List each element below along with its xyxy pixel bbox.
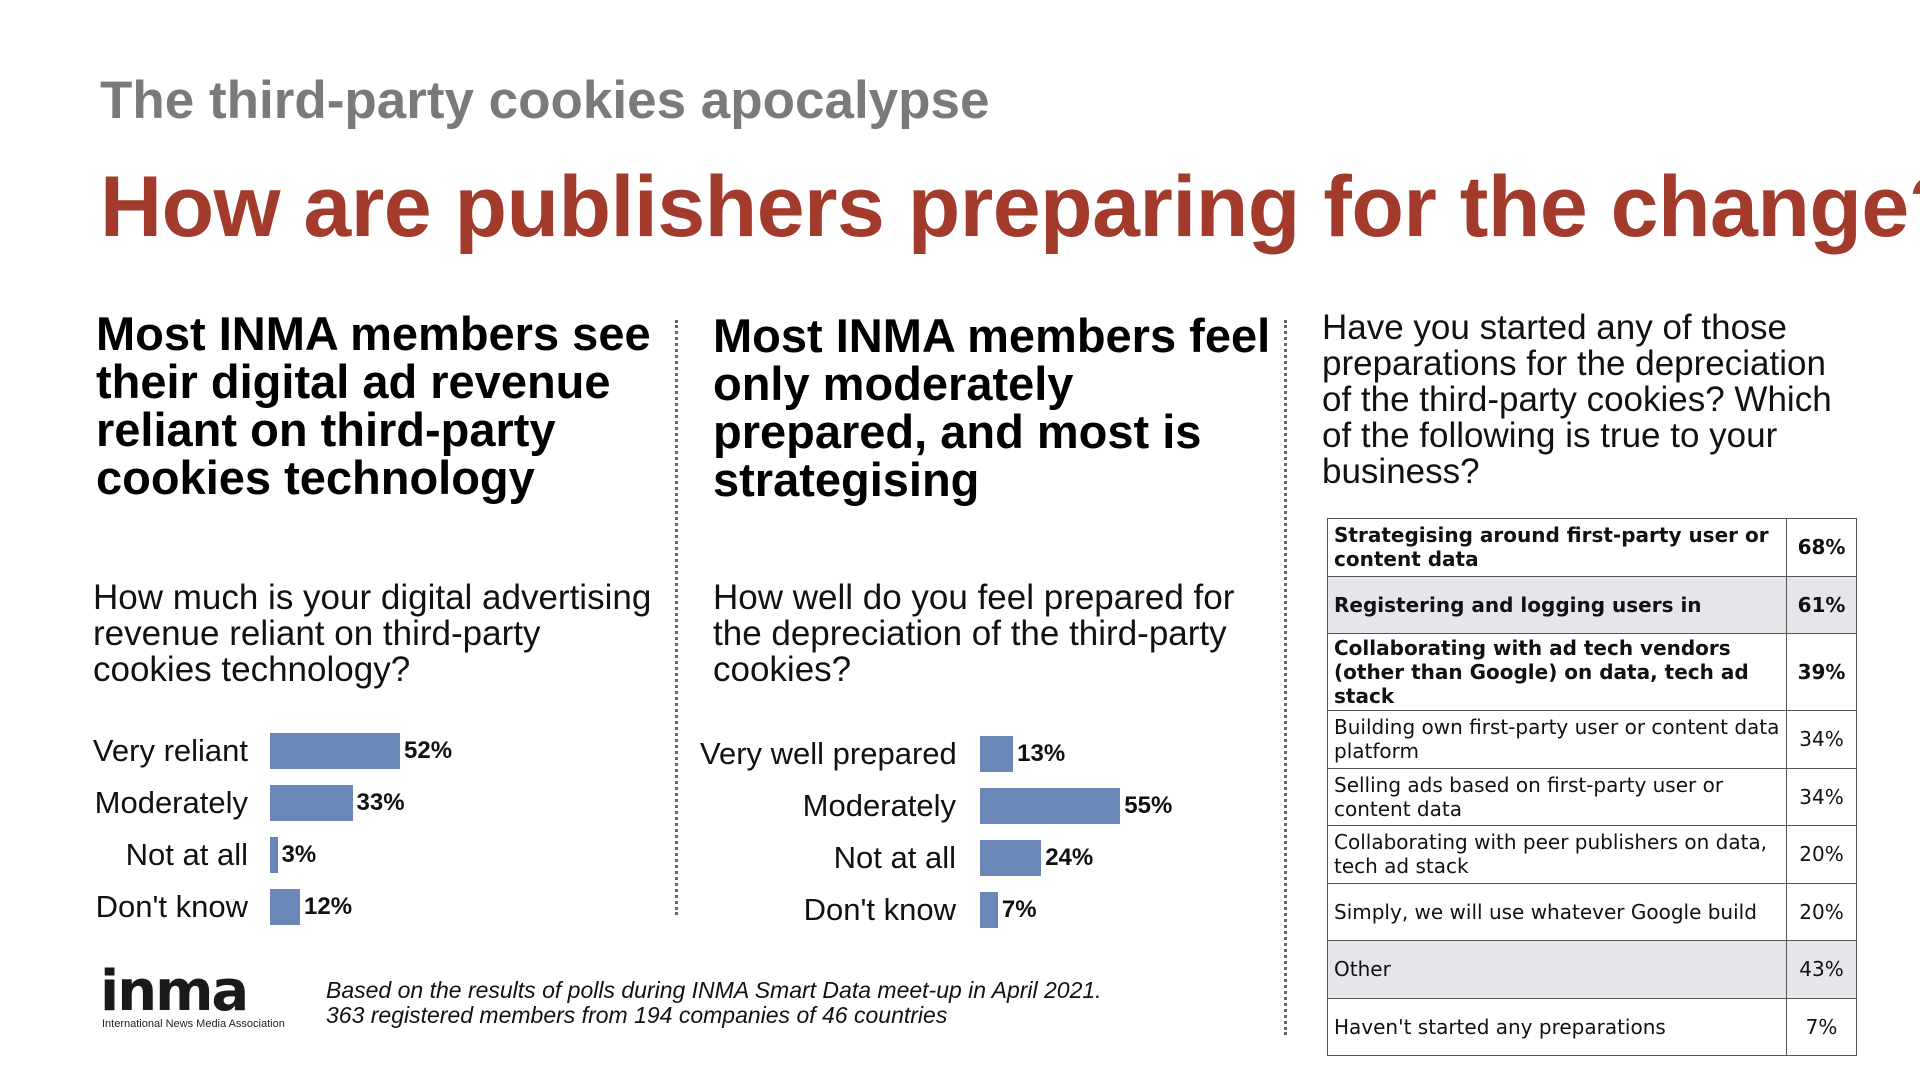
bar-category-label: Moderately — [802, 788, 956, 823]
column3-question: Have you started any of those preparatio… — [1322, 308, 1832, 491]
table-row: Selling ads based on first-party user or… — [1326, 767, 1857, 826]
column1-title: Most INMA members see their digital ad r… — [96, 307, 651, 504]
bar — [270, 733, 400, 769]
bar — [270, 889, 300, 925]
table-row: Registering and logging users in 61% — [1326, 575, 1857, 634]
bar-value-label: 24% — [1045, 844, 1094, 871]
column1-question: How much is your digital advertising rev… — [93, 578, 652, 689]
footnote-line-1: Based on the results of polls during INM… — [326, 977, 1102, 1003]
bar — [980, 892, 998, 928]
table-row: Haven't started any preparations 7% — [1326, 997, 1857, 1056]
bar — [980, 788, 1121, 824]
bar-row: Moderately 55% — [700, 780, 1220, 832]
percent-cell: 7% — [1786, 997, 1857, 1056]
percent-cell: 61% — [1786, 575, 1857, 634]
table-row: Collaborating with peer publishers on da… — [1326, 825, 1857, 884]
reliance-bar-chart: Very reliant 52% Moderately 33% Not at all 3%… — [80, 725, 500, 925]
bar-row: Not at all 24% — [700, 832, 1220, 884]
bar-category-label: Very well prepared — [700, 736, 957, 771]
percent-cell: 20% — [1786, 882, 1857, 941]
logo-wordmark: inma — [100, 959, 249, 1024]
bar — [270, 785, 353, 821]
percent-cell: 68% — [1786, 518, 1857, 577]
preparations-table: Strategising around first-party user or … — [1326, 518, 1857, 1056]
option-cell: Registering and logging users in — [1326, 575, 1788, 634]
footnote-line-2: 363 registered members from 194 companie… — [326, 1002, 948, 1028]
bar-value-label: 52% — [404, 737, 453, 764]
option-cell: Strategising around first-party user or … — [1326, 518, 1788, 577]
percent-cell: 43% — [1786, 940, 1857, 999]
table-row: Other 43% — [1326, 940, 1857, 999]
bar-category-label: Don't know — [95, 889, 248, 924]
bar-row: Don't know 7% — [700, 884, 1220, 936]
footnote: Based on the results of polls during INM… — [326, 978, 1102, 1028]
bar-value-label: 13% — [1017, 740, 1066, 767]
bar-row: Very well prepared 13% — [700, 728, 1220, 780]
bar-row: Very reliant 52% — [80, 725, 500, 777]
option-cell: Building own first-party user or content… — [1326, 710, 1788, 769]
bar-category-label: Not at all — [833, 840, 956, 875]
percent-cell: 39% — [1786, 633, 1857, 711]
logo-subtitle: International News Media Association — [102, 1018, 285, 1030]
bar-category-label: Very reliant — [92, 733, 248, 768]
option-cell: Haven't started any preparations — [1326, 997, 1788, 1056]
bar — [270, 837, 278, 873]
headline-title: How are publishers preparing for the cha… — [100, 159, 1920, 255]
percent-cell: 20% — [1786, 825, 1857, 884]
bar-value-label: 12% — [304, 893, 353, 920]
kicker-title: The third-party cookies apocalypse — [100, 71, 990, 130]
bar-value-label: 33% — [356, 789, 405, 816]
percent-cell: 34% — [1786, 767, 1857, 826]
bar-category-label: Not at all — [125, 837, 248, 872]
table-row: Collaborating with ad tech vendors (othe… — [1326, 633, 1857, 711]
column2-title: Most INMA members feel only moderately p… — [713, 309, 1271, 506]
bar-value-label: 55% — [1124, 792, 1173, 819]
bar — [980, 736, 1014, 772]
bar-row: Don't know 12% — [80, 881, 500, 933]
percent-cell: 34% — [1786, 710, 1857, 769]
option-cell: Other — [1326, 940, 1788, 999]
bar-row: Not at all 3% — [80, 829, 500, 881]
bar — [980, 840, 1042, 876]
bar-value-label: 7% — [1001, 896, 1037, 923]
table-row: Simply, we will use whatever Google buil… — [1326, 882, 1857, 941]
bar-row: Moderately 33% — [80, 777, 500, 829]
table-row: Strategising around first-party user or … — [1326, 518, 1857, 577]
option-cell: Collaborating with peer publishers on da… — [1326, 825, 1788, 884]
option-cell: Simply, we will use whatever Google buil… — [1326, 882, 1788, 941]
option-cell: Collaborating with ad tech vendors (othe… — [1326, 633, 1788, 711]
preparedness-bar-chart: Very well prepared 13% Moderately 55% Not at… — [700, 728, 1220, 928]
table-row: Building own first-party user or content… — [1326, 710, 1857, 769]
bar-category-label: Moderately — [94, 785, 248, 820]
bar-category-label: Don't know — [803, 892, 956, 927]
column-divider-left — [675, 320, 678, 915]
bar-value-label: 3% — [281, 841, 317, 868]
option-cell: Selling ads based on first-party user or… — [1326, 767, 1788, 826]
inma-logo: inma International News Media Associatio… — [100, 964, 300, 1032]
column-divider-right — [1284, 320, 1287, 1035]
column2-question: How well do you feel prepared for the de… — [713, 578, 1235, 689]
